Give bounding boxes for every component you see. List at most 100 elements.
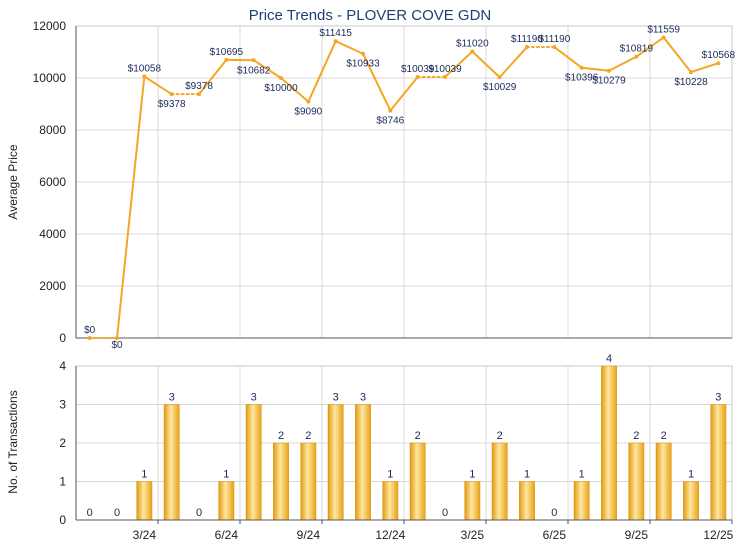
price-line-segment xyxy=(307,40,337,103)
price-point xyxy=(525,45,529,50)
transaction-bar xyxy=(300,442,317,521)
price-value-label: $9378 xyxy=(185,81,213,92)
transaction-bar xyxy=(327,404,344,521)
transaction-count-label: 3 xyxy=(251,392,257,404)
price-value-label: $9378 xyxy=(158,99,186,110)
price-point xyxy=(689,70,693,75)
x-tick-label: 6/25 xyxy=(543,528,567,542)
transaction-count-label: 1 xyxy=(524,469,530,481)
transaction-bar xyxy=(710,404,727,521)
price-line-segment xyxy=(116,75,146,339)
price-point xyxy=(142,74,147,79)
price-point xyxy=(443,74,447,79)
transactions-y-tick-label: 1 xyxy=(59,475,66,489)
price-point xyxy=(333,39,338,44)
transaction-count-label: 3 xyxy=(360,392,366,404)
price-point xyxy=(197,92,201,97)
transaction-count-label: 0 xyxy=(87,507,93,519)
price-value-label: $10058 xyxy=(128,63,162,74)
price-line-segment xyxy=(143,75,173,96)
transactions-y-tick-label: 0 xyxy=(59,513,66,527)
x-tick-label: 6/24 xyxy=(215,528,239,542)
price-point xyxy=(306,99,311,104)
price-y-axis-title: Average Price xyxy=(6,144,20,219)
price-value-label: $10695 xyxy=(210,47,244,58)
transaction-bar xyxy=(683,481,699,521)
price-y-tick-label: 10000 xyxy=(33,71,67,85)
price-point xyxy=(497,75,502,80)
price-line-segment xyxy=(280,77,310,103)
price-line-segment xyxy=(252,59,282,79)
price-point xyxy=(579,65,584,70)
price-value-label: $0 xyxy=(84,325,96,336)
price-point xyxy=(224,57,229,62)
transaction-bar xyxy=(218,481,235,521)
transactions-y-tick-label: 2 xyxy=(59,436,66,450)
x-tick-label: 3/25 xyxy=(461,528,485,542)
transaction-bar xyxy=(628,442,645,521)
transaction-count-label: 2 xyxy=(305,430,311,442)
x-tick-label: 12/25 xyxy=(703,528,733,542)
x-tick-label: 12/24 xyxy=(375,528,405,542)
transaction-count-label: 0 xyxy=(551,507,557,519)
price-line-segment xyxy=(198,58,228,96)
price-y-tick-label: 4000 xyxy=(39,227,66,241)
price-point xyxy=(87,336,92,340)
transaction-bar xyxy=(382,481,399,521)
price-value-label: $10396 xyxy=(565,73,599,84)
price-y-tick-label: 6000 xyxy=(39,175,66,189)
transaction-bar xyxy=(409,442,426,521)
price-value-label: $11415 xyxy=(319,28,352,39)
price-line-segment xyxy=(635,36,665,58)
price-point xyxy=(251,58,256,63)
price-point xyxy=(716,61,721,66)
price-value-label: $11559 xyxy=(647,24,680,35)
transaction-bar xyxy=(273,442,289,521)
price-value-label: $10029 xyxy=(483,82,517,93)
transaction-count-label: 0 xyxy=(114,507,120,519)
price-value-label: $10279 xyxy=(592,76,626,87)
price-line-segment xyxy=(690,62,720,74)
transaction-count-label: 1 xyxy=(579,469,585,481)
price-point xyxy=(634,54,639,59)
price-line-segment xyxy=(553,46,583,69)
transactions-y-tick-label: 3 xyxy=(59,398,66,412)
transactions-bar-panel: 0 1 2 3 4 3/24 6/24 9/24 12/24 3/25 6/25 9/25 12/25 0… xyxy=(59,353,733,542)
price-value-label: $11190 xyxy=(511,34,543,45)
transactions-y-axis-title: No. of Transactions xyxy=(6,390,20,493)
price-point xyxy=(661,35,666,40)
transaction-count-label: 1 xyxy=(387,469,393,481)
transaction-bar xyxy=(655,442,672,521)
price-line-segment xyxy=(608,55,638,72)
price-line-segment xyxy=(362,52,392,112)
price-value-label: $10228 xyxy=(674,77,708,88)
price-value-label: $10819 xyxy=(620,44,654,55)
transaction-count-label: 4 xyxy=(606,353,612,365)
transaction-count-label: 2 xyxy=(661,430,667,442)
price-point xyxy=(470,49,475,54)
price-value-label: $10039 xyxy=(401,64,435,75)
price-point xyxy=(607,68,611,73)
transaction-count-label: 1 xyxy=(688,469,694,481)
x-tick-label: 9/24 xyxy=(297,528,321,542)
transactions-y-tick-label: 4 xyxy=(59,359,66,373)
price-y-tick-label: 0 xyxy=(59,331,66,345)
transaction-count-label: 3 xyxy=(715,392,721,404)
transaction-bar xyxy=(519,481,535,521)
transaction-count-label: 0 xyxy=(196,507,202,519)
transaction-bar xyxy=(355,404,371,521)
price-line-segment xyxy=(444,50,474,78)
price-line-segment xyxy=(471,50,501,79)
transaction-count-label: 3 xyxy=(169,392,175,404)
price-value-label: $8746 xyxy=(376,116,404,127)
price-y-tick-label: 2000 xyxy=(39,279,66,293)
price-line-segment xyxy=(389,75,419,112)
transaction-count-label: 2 xyxy=(497,430,503,442)
price-line-panel: 0 2000 4000 6000 8000 10000 12000 $0 $0 $10058 $93… xyxy=(33,19,736,351)
transaction-count-label: 1 xyxy=(141,469,147,481)
price-point xyxy=(115,336,119,340)
transaction-bar xyxy=(464,481,481,521)
price-y-tick-label: 8000 xyxy=(39,123,66,137)
price-line-segment xyxy=(498,46,528,79)
